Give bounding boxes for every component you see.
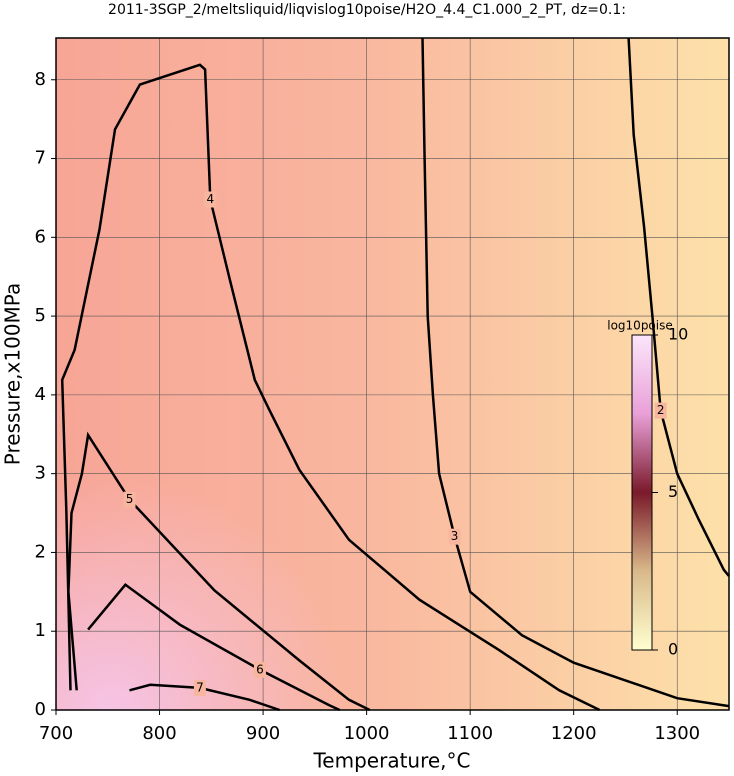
contour-label: 6: [256, 662, 264, 676]
y-tick-label: 6: [35, 226, 46, 247]
plot-frame: [55, 37, 730, 711]
colorbar-tick-label: 10: [668, 325, 688, 344]
y-tick-label: 7: [35, 148, 46, 169]
contour-label: 4: [206, 192, 214, 206]
contour-label-bg: [253, 661, 266, 678]
contour-label-bg: [448, 528, 461, 545]
x-tick-label: 800: [142, 723, 176, 744]
y-tick-label: 0: [35, 699, 46, 720]
y-tick-label: 4: [35, 384, 46, 405]
contour-label-bg: [654, 402, 667, 419]
contour-line: [87, 582, 341, 712]
contour-label-bg: [123, 491, 136, 508]
contour-label-bg: [193, 679, 206, 696]
contour-label: 2: [657, 403, 665, 417]
contour-label: 7: [196, 680, 204, 694]
x-tick-label: 1300: [654, 723, 700, 744]
y-tick-label: 8: [35, 69, 46, 90]
chart-title: 2011-3SGP_2/meltsliquid/liqvislog10poise…: [108, 2, 626, 18]
y-axis-label: Pressure,x100MPa: [1, 283, 25, 465]
x-tick-label: 900: [246, 723, 280, 744]
y-tick-label: 1: [35, 620, 46, 641]
x-tick-label: 1200: [551, 723, 597, 744]
colorbar-label: log10poise: [607, 319, 673, 333]
y-tick-label: 3: [35, 463, 46, 484]
x-tick-label: 1100: [447, 723, 493, 744]
y-tick-label: 2: [35, 541, 46, 562]
colorbar-tick-label: 0: [668, 640, 678, 659]
x-axis-label: Temperature,°C: [312, 749, 470, 773]
contour-label: 5: [126, 492, 134, 506]
x-tick-label: 700: [39, 723, 73, 744]
contour-label-bg: [204, 191, 217, 208]
contour-line: [67, 431, 371, 712]
contour-label: 3: [451, 529, 459, 543]
colorbar-tick-label: 5: [668, 482, 678, 501]
x-tick-label: 1000: [344, 723, 390, 744]
colorbar: [631, 334, 653, 651]
plot-shade: [56, 38, 729, 710]
y-tick-label: 5: [35, 305, 46, 326]
